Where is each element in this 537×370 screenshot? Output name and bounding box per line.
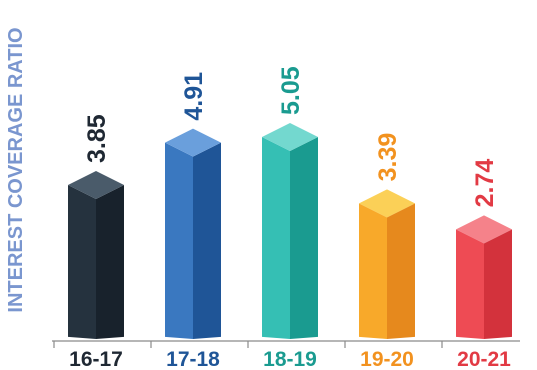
bar-front-face — [262, 137, 290, 339]
bar — [262, 123, 318, 339]
data-label: 4.91 — [180, 72, 208, 121]
bars-group — [68, 123, 512, 339]
bar-top-face — [359, 189, 415, 218]
bar — [456, 215, 512, 339]
bar-top-face — [165, 128, 221, 157]
bar — [359, 189, 415, 339]
bar-top-face — [456, 215, 512, 244]
x-axis-ticks — [53, 341, 443, 348]
data-label: 3.85 — [83, 114, 111, 163]
bar — [68, 171, 124, 339]
bar-top-face — [262, 123, 318, 151]
bar-side-face — [484, 229, 512, 339]
bar-side-face — [96, 185, 124, 339]
bar-side-face — [387, 203, 415, 339]
x-axis-tick-label: 16-17 — [69, 348, 123, 370]
data-label: 5.05 — [277, 66, 305, 115]
data-label: 3.39 — [374, 133, 402, 182]
bar-front-face — [165, 142, 193, 339]
x-axis-tick-label: 19-20 — [360, 348, 414, 370]
x-axis-tick-label: 20-21 — [457, 348, 511, 370]
data-labels: 3.85 4.91 5.05 3.39 2.74 — [83, 66, 499, 207]
y-axis-label: INTEREST COVERAGE RATIO — [5, 27, 27, 312]
x-axis-tick-labels: 16-17 17-18 18-19 19-20 20-21 — [69, 348, 511, 370]
bar-side-face — [290, 137, 318, 339]
x-axis-tick-label: 18-19 — [263, 348, 317, 370]
bar-top-face — [68, 171, 124, 199]
bar-side-face — [193, 142, 221, 339]
bar-front-face — [68, 185, 96, 339]
bar — [165, 128, 221, 339]
x-axis-tick-label: 17-18 — [166, 348, 220, 370]
bar-front-face — [359, 203, 387, 339]
bar-front-face — [456, 229, 484, 339]
data-label: 2.74 — [471, 159, 499, 208]
